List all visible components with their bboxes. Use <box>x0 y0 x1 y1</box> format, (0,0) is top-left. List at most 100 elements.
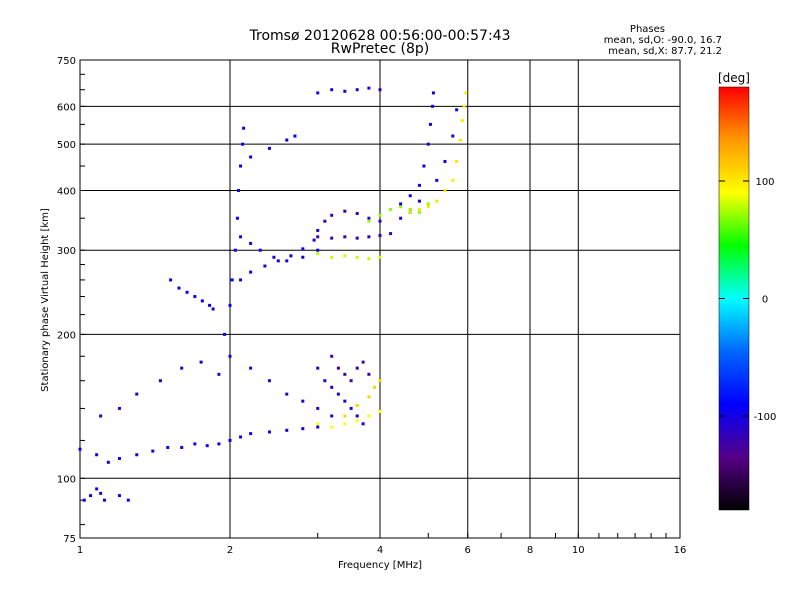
data-point <box>208 303 212 307</box>
data-point <box>330 354 334 358</box>
data-point <box>223 332 227 336</box>
data-point <box>330 88 334 92</box>
data-point <box>367 372 371 376</box>
data-point <box>431 91 435 95</box>
data-point <box>117 406 121 410</box>
x-tick-label: 2 <box>227 545 233 556</box>
data-point <box>267 430 271 434</box>
data-point <box>180 445 184 449</box>
data-point <box>367 395 371 399</box>
data-point <box>355 255 359 259</box>
data-point <box>451 134 455 138</box>
colorbar-tick-label: -100 <box>754 412 777 423</box>
data-point <box>336 366 340 370</box>
x-tick-label: 4 <box>377 545 383 556</box>
data-point <box>378 255 382 259</box>
colorbar-tick-label: 0 <box>762 295 768 306</box>
data-point <box>258 248 262 252</box>
data-point <box>343 254 347 258</box>
data-point <box>355 414 359 418</box>
data-point <box>343 89 347 93</box>
x-tick-label: 16 <box>674 545 687 556</box>
data-point <box>95 453 99 457</box>
data-point <box>293 134 297 138</box>
data-point <box>103 498 107 502</box>
chart-subtitle: RwPretec (8p) <box>331 41 429 57</box>
data-point <box>355 403 359 407</box>
data-point <box>249 270 253 274</box>
data-point <box>361 360 365 364</box>
data-point <box>228 354 232 358</box>
data-point <box>417 208 421 212</box>
data-point <box>249 241 253 245</box>
data-point <box>408 210 412 214</box>
data-point <box>235 216 239 220</box>
data-point <box>343 235 347 239</box>
data-point <box>242 126 246 130</box>
data-point <box>312 238 316 242</box>
data-point <box>301 247 305 251</box>
data-point <box>378 409 382 413</box>
data-point <box>361 422 365 426</box>
colorbar: [deg] 100 0 -100 <box>718 71 777 511</box>
y-tick-label: 600 <box>57 102 76 113</box>
data-point <box>451 178 455 182</box>
y-tick-label: 100 <box>57 474 76 485</box>
data-point <box>117 494 121 498</box>
data-point <box>135 392 139 396</box>
data-point <box>399 205 403 209</box>
data-point <box>330 255 334 259</box>
data-point <box>336 392 340 396</box>
data-point <box>99 491 103 495</box>
y-axis-label: Stationary phase Virtual Height [km] <box>40 208 51 392</box>
data-point <box>330 414 334 418</box>
data-point <box>323 379 327 383</box>
x-axis-label: Frequency [MHz] <box>338 560 422 571</box>
data-point <box>355 212 359 216</box>
data-point <box>285 138 289 142</box>
data-point <box>355 366 359 370</box>
x-tick-label: 10 <box>572 545 585 556</box>
data-point <box>373 385 377 389</box>
data-point <box>389 232 393 236</box>
data-point <box>199 360 203 364</box>
data-point <box>249 366 253 370</box>
data-point <box>343 399 347 403</box>
data-point <box>89 494 93 498</box>
data-point <box>323 219 327 223</box>
data-point <box>211 307 215 311</box>
data-point <box>367 235 371 239</box>
data-point <box>316 252 320 256</box>
data-point <box>249 432 253 436</box>
data-point <box>301 399 305 403</box>
data-point <box>431 104 435 108</box>
data-point <box>276 259 280 263</box>
data-point <box>99 414 103 418</box>
data-point <box>106 460 110 464</box>
data-point <box>417 199 421 203</box>
data-point <box>180 366 184 370</box>
data-point <box>349 406 353 410</box>
data-point <box>126 498 130 502</box>
data-point <box>462 104 466 108</box>
data-point <box>330 236 334 240</box>
data-point <box>355 419 359 423</box>
data-point <box>343 209 347 213</box>
data-point <box>343 414 347 418</box>
data-point <box>230 278 234 282</box>
grid-lines <box>80 60 680 538</box>
data-point <box>289 254 293 258</box>
data-point <box>378 88 382 92</box>
data-point <box>239 235 243 239</box>
data-point <box>233 248 237 252</box>
data-point <box>426 205 430 209</box>
data-point <box>316 228 320 232</box>
y-tick-label: 750 <box>57 56 76 67</box>
data-point <box>389 208 393 212</box>
x-tick-label: 1 <box>77 545 83 556</box>
data-point <box>378 234 382 238</box>
data-point <box>428 122 432 126</box>
data-point <box>460 119 464 123</box>
y-tick-label: 75 <box>63 534 76 545</box>
